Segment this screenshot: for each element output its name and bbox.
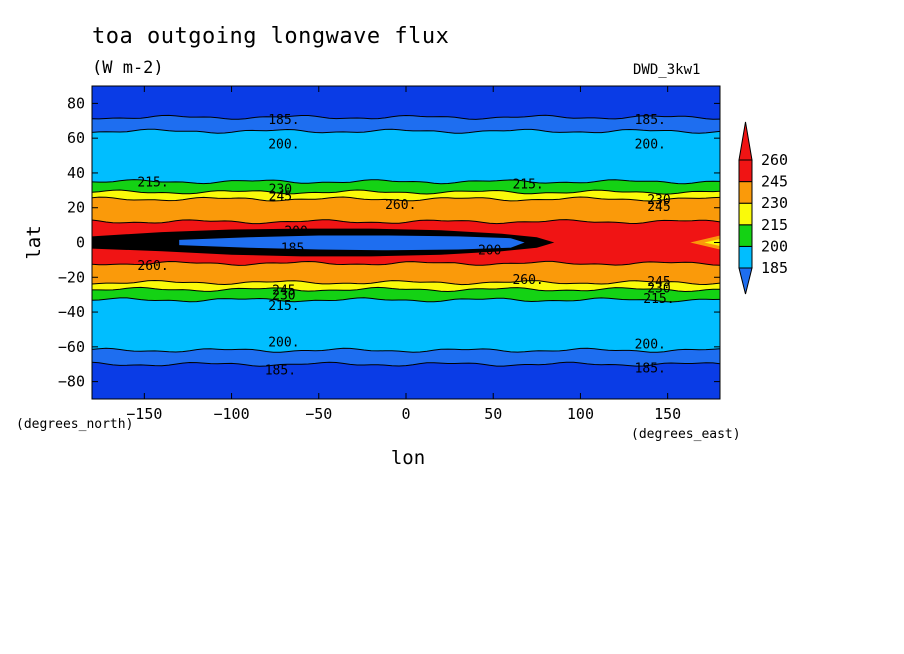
colorbar-bin: [738, 181, 753, 204]
colorbar-top-arrow: [738, 121, 753, 161]
contour-label: 245: [647, 200, 670, 215]
band-8: [92, 280, 720, 292]
band-2: [92, 129, 720, 184]
contour-line: [92, 114, 720, 120]
contour-label: 260.: [137, 259, 168, 274]
y-tick-label: 80: [67, 94, 85, 112]
x-axis-label: lon: [391, 447, 425, 469]
contour-line: [92, 219, 720, 225]
contour-line: [92, 347, 720, 353]
contour-line: [92, 286, 720, 293]
y-tick-label: 20: [67, 199, 85, 217]
band-9: [92, 287, 720, 302]
contour-label: 185.: [635, 113, 666, 128]
x-tick-label: 0: [401, 405, 410, 423]
y-tick-label: 0: [76, 234, 85, 252]
contour-label: 245: [647, 275, 670, 290]
contour-label: 260.: [512, 273, 543, 288]
colorbar-bottom-arrow: [738, 267, 753, 295]
contour-label: 215.: [512, 177, 543, 192]
colorbar-label: 245: [761, 173, 788, 191]
y-unit-label: (degrees_north): [16, 417, 133, 432]
contour-label: 200.: [635, 137, 666, 152]
y-axis-label: lat: [23, 225, 45, 259]
contour-label: 215.: [268, 299, 299, 314]
colorbar-bin: [738, 159, 753, 183]
colorbar-label: 200: [761, 237, 788, 255]
contour-line: [92, 279, 720, 286]
contour-label: 215.: [137, 176, 168, 191]
contour-line: [92, 189, 720, 195]
band-7: [92, 261, 720, 285]
contour-label: 215.: [643, 292, 674, 307]
contour-label: 260.: [385, 198, 416, 213]
contour-label: 200.: [268, 137, 299, 152]
contour-label: 230: [269, 183, 292, 198]
contour-label: 185: [281, 242, 304, 257]
y-tick-label: 60: [67, 129, 85, 147]
band-0: [92, 86, 720, 120]
east-notch-core: [704, 239, 720, 246]
y-tick-label: 40: [67, 164, 85, 182]
colorbar-bin: [738, 224, 753, 247]
contour-label: 185.: [268, 113, 299, 128]
chart-units: (W m-2): [92, 58, 164, 78]
colorbar-label: 230: [761, 194, 788, 212]
band-11: [92, 348, 720, 367]
contour-label: 245: [269, 190, 292, 205]
y-tick-label: −80: [58, 373, 85, 391]
band-1: [92, 115, 720, 134]
band-5: [92, 197, 720, 224]
x-tick-label: −50: [305, 405, 332, 423]
colorbar-label: 185: [761, 259, 788, 277]
band-3: [92, 179, 720, 195]
x-tick-label: −100: [213, 405, 249, 423]
contour-line: [92, 297, 720, 303]
contour-label: 185.: [265, 363, 296, 378]
run-label: DWD_3kw1: [633, 62, 701, 78]
contour-label: 200.: [635, 337, 666, 352]
contour-label: 200: [478, 243, 501, 258]
chart-title: toa outgoing longwave flux: [92, 24, 450, 49]
band-12: [92, 362, 720, 399]
colorbar-label: 215: [761, 216, 788, 234]
x-tick-label: 100: [567, 405, 594, 423]
y-tick-label: −40: [58, 303, 85, 321]
contour-line: [92, 128, 720, 134]
contour-line: [92, 196, 720, 202]
contour-label: 185.: [635, 362, 666, 377]
equatorial-core: [179, 235, 525, 251]
contour-label: 200: [284, 224, 307, 239]
x-tick-label: 150: [654, 405, 681, 423]
contour-label: 200.: [268, 336, 299, 351]
x-unit-label: (degrees_east): [631, 427, 741, 442]
contour-line: [92, 179, 720, 185]
y-tick-label: −60: [58, 338, 85, 356]
colorbar-label: 260: [761, 151, 788, 169]
x-tick-label: −150: [126, 405, 162, 423]
contour-label: 230: [272, 289, 295, 304]
colorbar-bin: [738, 202, 753, 226]
contour-line: [92, 260, 720, 266]
contour-label: 230: [647, 282, 670, 297]
x-tick-label: 50: [484, 405, 502, 423]
y-tick-label: −20: [58, 268, 85, 286]
contour-line: [92, 361, 720, 367]
band-10: [92, 297, 720, 353]
colorbar-bin: [738, 245, 753, 269]
contour-label: 245: [272, 283, 295, 298]
contour-label: 230: [647, 193, 670, 208]
